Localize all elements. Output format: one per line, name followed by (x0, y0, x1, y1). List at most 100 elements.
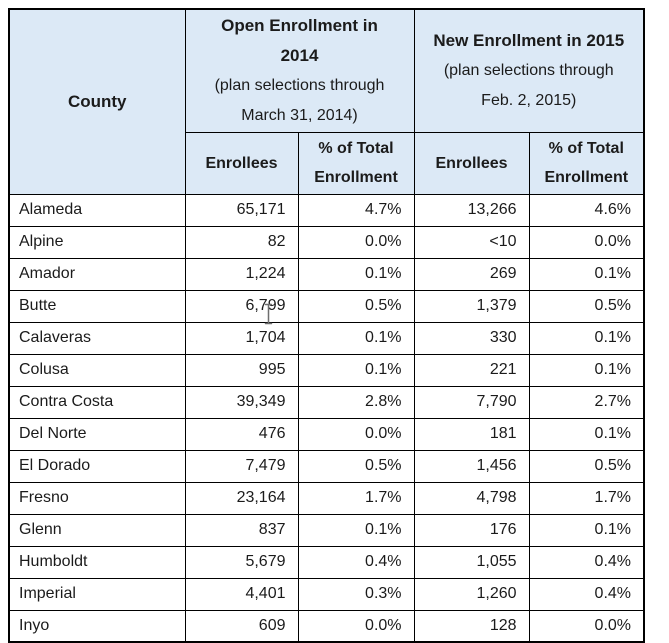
enrollees-2014-cell: 995 (184, 353, 299, 387)
pct-total-2015-column-header: % of Total Enrollment (528, 131, 645, 195)
open-enrollment-2014-header: Open Enrollment in 2014 (plan selections… (184, 8, 415, 133)
pct-2015-cell: 0.0% (528, 609, 645, 643)
enrollees-2014-cell: 1,704 (184, 321, 299, 355)
enrollees-2015-cell: 269 (413, 257, 530, 291)
enrollees-2014-cell: 82 (184, 225, 299, 259)
pct-2014-cell: 0.3% (297, 577, 415, 611)
enrollees-2014-cell: 23,164 (184, 481, 299, 515)
pct-2015-cell: 0.5% (528, 449, 645, 483)
enrollees-2014-column-header: Enrollees (184, 131, 299, 195)
pct-2014-cell: 0.5% (297, 289, 415, 323)
enrollees-2015-cell: 7,790 (413, 385, 530, 419)
table-row: Inyo 609 0.0% 128 0.0% (8, 609, 645, 643)
table-row: Calaveras 1,704 0.1% 330 0.1% (8, 321, 645, 355)
header-2014-title-line2: 2014 (280, 45, 319, 65)
enrollees-2015-cell: 181 (413, 417, 530, 451)
pct-2014-cell: 0.0% (297, 609, 415, 643)
enrollees-2014-cell: 609 (184, 609, 299, 643)
pct-2014-cell: 0.0% (297, 417, 415, 451)
table-row: El Dorado 7,479 0.5% 1,456 0.5% (8, 449, 645, 483)
pct-2015-cell: 0.4% (528, 545, 645, 579)
table-body: Alameda 65,171 4.7% 13,266 4.6% Alpine 8… (8, 193, 645, 643)
enrollees-2014-cell: 4,401 (184, 577, 299, 611)
pct-2014-cell: 0.1% (297, 257, 415, 291)
header-2014-subtitle-line1: (plan selections through (214, 76, 385, 94)
enrollees-2015-cell: 4,798 (413, 481, 530, 515)
pct-2014-cell: 0.0% (297, 225, 415, 259)
header-2014-subtitle-line2: March 31, 2014) (241, 106, 358, 124)
enrollees-2015-column-header: Enrollees (413, 131, 530, 195)
pct-2015-cell: 0.1% (528, 321, 645, 355)
new-enrollment-2015-header: New Enrollment in 2015 (plan selections … (413, 8, 645, 133)
county-cell: Alpine (8, 225, 186, 259)
enrollment-table: County Open Enrollment in 2014 (plan sel… (8, 8, 646, 643)
pct-2015-cell: 0.1% (528, 257, 645, 291)
enrollees-2014-cell: 476 (184, 417, 299, 451)
pct-2015-cell: 2.7% (528, 385, 645, 419)
pct-2015-cell: 4.6% (528, 193, 645, 227)
county-cell: Colusa (8, 353, 186, 387)
pct-2015-cell: 1.7% (528, 481, 645, 515)
county-cell: Amador (8, 257, 186, 291)
county-column-header: County (8, 8, 186, 195)
header-2015-subtitle-line1: (plan selections through (443, 61, 614, 79)
pct-2015-cell: 0.0% (528, 225, 645, 259)
county-cell: Humboldt (8, 545, 186, 579)
enrollees-2015-cell: 1,456 (413, 449, 530, 483)
county-header-label: County (67, 91, 127, 111)
table-row: Imperial 4,401 0.3% 1,260 0.4% (8, 577, 645, 611)
enrollees-2014-cell: 837 (184, 513, 299, 547)
table-row: Colusa 995 0.1% 221 0.1% (8, 353, 645, 387)
table-row: Butte 6,799 0.5% 1,379 0.5% (8, 289, 645, 323)
county-cell: Butte (8, 289, 186, 323)
pct-2014-cell: 0.1% (297, 321, 415, 355)
pct-2014-cell: 0.1% (297, 353, 415, 387)
table-row: Humboldt 5,679 0.4% 1,055 0.4% (8, 545, 645, 579)
county-cell: Imperial (8, 577, 186, 611)
pct-2014-cell: 2.8% (297, 385, 415, 419)
county-cell: Glenn (8, 513, 186, 547)
pct-2015-cell: 0.4% (528, 577, 645, 611)
enrollees-2014-cell: 6,799 (184, 289, 299, 323)
header-2014-title-line1: Open Enrollment in (221, 15, 378, 35)
county-cell: Del Norte (8, 417, 186, 451)
pct-total-2014-column-header: % of Total Enrollment (297, 131, 415, 195)
pct-2014-cell: 1.7% (297, 481, 415, 515)
enrollees-2015-cell: 330 (413, 321, 530, 355)
enrollees-2015-cell: 128 (413, 609, 530, 643)
county-cell: Inyo (8, 609, 186, 643)
table-row: Glenn 837 0.1% 176 0.1% (8, 513, 645, 547)
enrollees-2014-cell: 5,679 (184, 545, 299, 579)
county-cell: Calaveras (8, 321, 186, 355)
pct-2015-cell: 0.1% (528, 513, 645, 547)
enrollees-2015-cell: 221 (413, 353, 530, 387)
header-group-row: County Open Enrollment in 2014 (plan sel… (8, 8, 645, 195)
header-2015-title-line1: New Enrollment in 2015 (433, 30, 625, 50)
pct-2015-cell: 0.1% (528, 417, 645, 451)
table-row: Contra Costa 39,349 2.8% 7,790 2.7% (8, 385, 645, 419)
enrollees-2015-cell: 1,055 (413, 545, 530, 579)
table-row: Del Norte 476 0.0% 181 0.1% (8, 417, 645, 451)
enrollees-2014-cell: 7,479 (184, 449, 299, 483)
pct-2014-cell: 0.5% (297, 449, 415, 483)
table-row: Fresno 23,164 1.7% 4,798 1.7% (8, 481, 645, 515)
table-header: County Open Enrollment in 2014 (plan sel… (8, 8, 645, 195)
enrollees-2015-cell: <10 (413, 225, 530, 259)
enrollees-2014-cell: 1,224 (184, 257, 299, 291)
county-cell: El Dorado (8, 449, 186, 483)
table-row: Alameda 65,171 4.7% 13,266 4.6% (8, 193, 645, 227)
pct-2014-cell: 0.4% (297, 545, 415, 579)
pct-2014-cell: 0.1% (297, 513, 415, 547)
enrollees-2015-cell: 13,266 (413, 193, 530, 227)
table-row: Amador 1,224 0.1% 269 0.1% (8, 257, 645, 291)
pct-2014-cell: 4.7% (297, 193, 415, 227)
county-cell: Contra Costa (8, 385, 186, 419)
header-sub-row: Enrollees % of Total Enrollment Enrollee… (9, 131, 645, 195)
enrollees-2015-cell: 1,260 (413, 577, 530, 611)
county-cell: Fresno (8, 481, 186, 515)
pct-2015-cell: 0.5% (528, 289, 645, 323)
pct-2015-cell: 0.1% (528, 353, 645, 387)
enrollees-2014-cell: 39,349 (184, 385, 299, 419)
header-2015-subtitle-line2: Feb. 2, 2015) (481, 91, 577, 109)
enrollees-2015-cell: 176 (413, 513, 530, 547)
